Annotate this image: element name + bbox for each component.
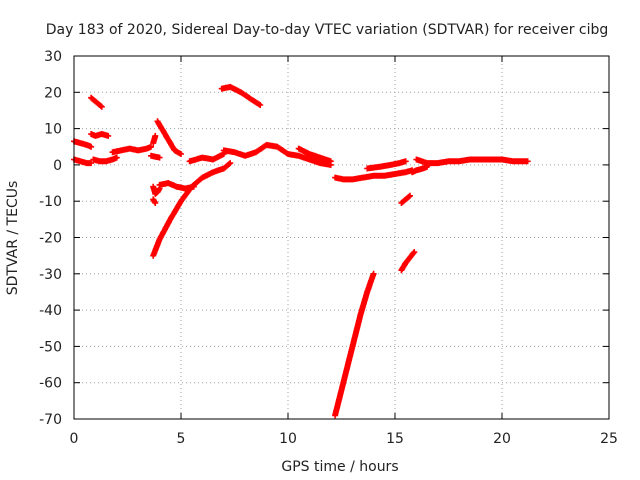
data-points [295, 145, 334, 165]
plot-frame [73, 55, 610, 420]
x-tick-label: 15 [386, 431, 404, 447]
y-tick-label: -20 [39, 231, 62, 247]
data-points [398, 249, 418, 274]
data-series-arc-7 [148, 152, 163, 161]
data-series-arc-16 [220, 141, 334, 168]
data-points [409, 163, 431, 176]
data-series-arc-3 [88, 94, 105, 110]
data-series-arc-20 [364, 158, 409, 172]
data-series-arc-10 [150, 132, 159, 147]
data-points [218, 83, 264, 108]
data-series-arc-5 [90, 154, 120, 165]
y-tick-label: -60 [39, 376, 62, 392]
data-points [88, 94, 105, 110]
data-series-arc-12 [150, 160, 234, 259]
y-tick-label: -30 [39, 267, 62, 283]
data-series-arc-24 [413, 156, 531, 167]
data-points [148, 152, 163, 161]
y-tick-label: 20 [44, 85, 62, 101]
x-tick-label: 5 [177, 431, 186, 447]
x-axis-label: GPS time / hours [281, 459, 398, 475]
x-tick-label: 0 [70, 431, 79, 447]
data-points [220, 141, 334, 168]
data-series-arc-9 [150, 196, 159, 206]
data-series-arc-18 [332, 270, 377, 419]
data-points [109, 143, 154, 156]
data-points [150, 160, 234, 259]
data-points [90, 154, 120, 165]
chart-title: Day 183 of 2020, Sidereal Day-to-day VTE… [46, 22, 609, 38]
data-series-arc-19 [332, 167, 416, 183]
data-series-arc-4 [88, 131, 112, 139]
data-points [413, 156, 531, 167]
data-points-layer [71, 83, 531, 419]
data-points [332, 167, 416, 183]
y-tick-label: -70 [39, 412, 62, 428]
tick-layer: 0 5 10 15 20 25 30 20 10 0 -10 -20 -30 -40 -50 -60 -70 [39, 49, 618, 447]
data-points [186, 151, 227, 165]
y-axis-label: SDTVAR / TECUs [5, 181, 21, 296]
data-points [150, 183, 163, 197]
y-tick-label: -50 [39, 339, 62, 355]
y-tick-label: -40 [39, 303, 62, 319]
data-points [364, 158, 409, 172]
y-tick-label: -10 [39, 194, 62, 210]
data-series-arc-11 [154, 118, 184, 157]
data-points [150, 196, 159, 206]
grid-layer [74, 56, 609, 419]
y-tick-label: 10 [44, 122, 62, 138]
data-series-arc-8 [150, 183, 163, 197]
y-tick-label: 30 [44, 49, 62, 65]
data-points [332, 270, 377, 419]
x-tick-label: 25 [600, 431, 618, 447]
data-series-arc-14 [186, 151, 227, 165]
data-series-arc-23 [409, 163, 431, 176]
data-points [398, 192, 413, 206]
data-points [156, 180, 197, 192]
data-series-arc-15 [218, 83, 264, 108]
x-tick-label: 20 [493, 431, 511, 447]
data-series-arc-17 [295, 145, 334, 165]
data-points [88, 131, 112, 139]
data-points [150, 132, 159, 147]
y-tick-label: 0 [53, 158, 62, 174]
data-series-arc-13 [156, 180, 197, 192]
data-series-arc-21 [398, 192, 413, 206]
x-tick-label: 10 [279, 431, 297, 447]
data-series-arc-22 [398, 249, 418, 274]
data-series-arc-6 [109, 143, 154, 156]
data-points [154, 118, 184, 157]
